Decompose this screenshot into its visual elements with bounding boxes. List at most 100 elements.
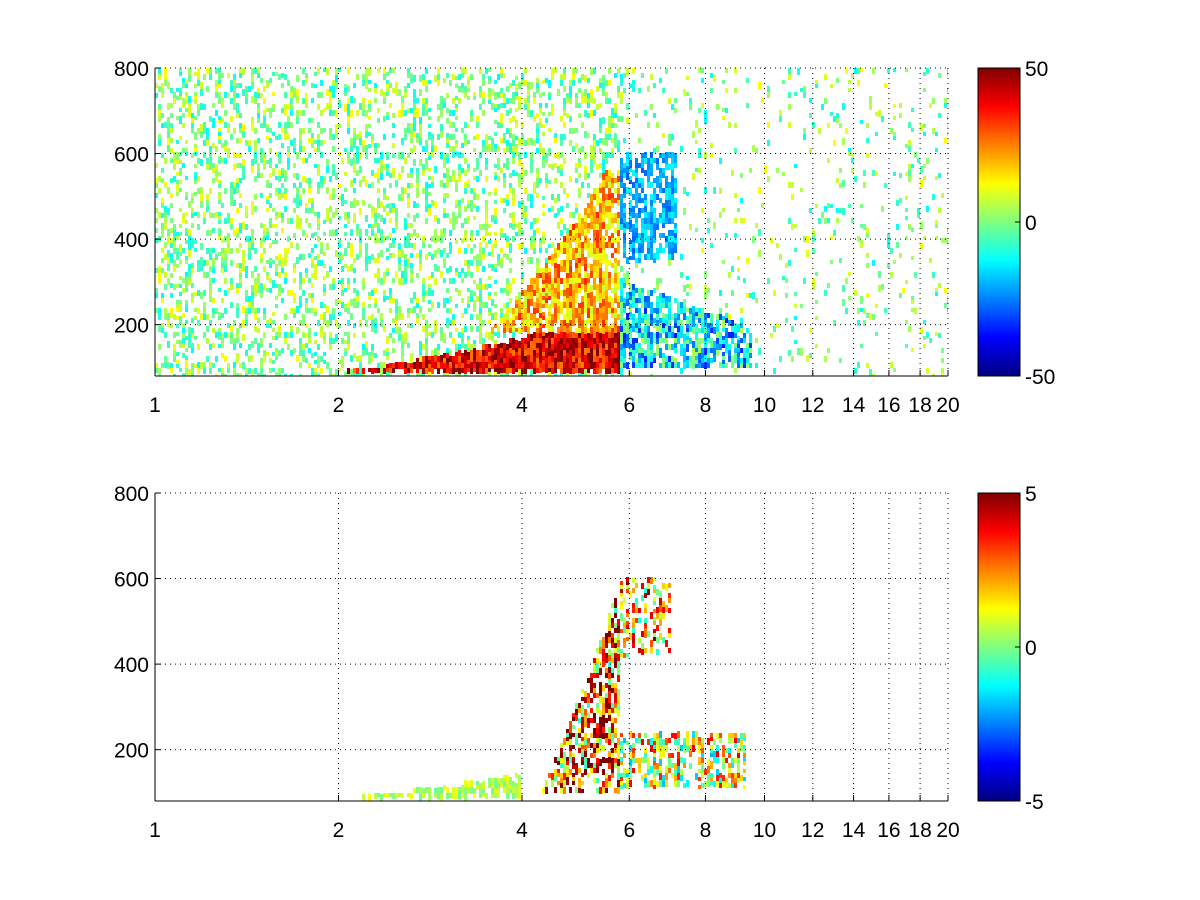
heatmap-cell [377, 253, 380, 258]
heatmap-cell [182, 98, 185, 103]
heatmap-cell [536, 303, 539, 308]
heatmap-cell [455, 268, 458, 272]
heatmap-cell [515, 108, 518, 112]
heatmap-cell [596, 350, 599, 356]
heatmap-cell [806, 236, 809, 243]
heatmap-cell [188, 271, 191, 278]
heatmap-cell [227, 218, 230, 223]
heatmap-cell [560, 218, 563, 224]
heatmap-cell [482, 344, 485, 350]
heatmap-cell [899, 113, 902, 118]
heatmap-cell [740, 318, 743, 323]
heatmap-cell [428, 360, 431, 364]
heatmap-cell [347, 338, 350, 344]
heatmap-cell [413, 96, 416, 103]
heatmap-cell [524, 350, 527, 356]
x-tick-label: 4 [516, 394, 528, 417]
heatmap-cell [557, 166, 560, 173]
heatmap-cell [326, 68, 329, 75]
heatmap-cell [518, 82, 521, 89]
heatmap-cell [674, 298, 677, 303]
heatmap-cell [764, 166, 767, 173]
heatmap-cell [518, 313, 521, 320]
heatmap-cell [635, 218, 638, 223]
heatmap-cell [686, 348, 689, 352]
heatmap-cell [695, 316, 698, 320]
heatmap-cell [548, 256, 551, 260]
heatmap-cell [488, 348, 491, 352]
heatmap-cell [551, 338, 554, 344]
heatmap-cell [443, 78, 446, 83]
heatmap-cell [383, 296, 386, 302]
heatmap-cell [260, 78, 263, 83]
heatmap-cell [467, 220, 470, 224]
heatmap-cell [275, 336, 278, 340]
heatmap-cell [500, 363, 503, 368]
heatmap-cell [185, 356, 188, 360]
heatmap-cell [617, 230, 620, 236]
heatmap-cell [275, 268, 278, 272]
heatmap-cell [440, 787, 443, 794]
heatmap-cell [368, 116, 371, 120]
heatmap-cell [332, 278, 335, 284]
heatmap-cell [590, 222, 593, 229]
heatmap-cell [782, 172, 785, 176]
heatmap-cell [698, 128, 701, 133]
heatmap-cell [473, 292, 476, 296]
heatmap-cell [548, 288, 551, 292]
heatmap-cell [605, 284, 608, 290]
heatmap-cell [740, 338, 743, 343]
heatmap-cell [566, 233, 569, 238]
heatmap-cell [803, 86, 806, 92]
heatmap-cell [389, 83, 392, 88]
heatmap-cell [515, 328, 518, 332]
heatmap-cell [518, 341, 521, 348]
heatmap-cell [629, 296, 632, 300]
heatmap-cell [656, 350, 659, 356]
heatmap-cell [227, 288, 230, 293]
heatmap-cell [653, 333, 656, 338]
heatmap-cell [155, 228, 158, 233]
heatmap-cell [341, 278, 344, 284]
heatmap-cell [494, 324, 497, 328]
heatmap-cell [425, 320, 428, 326]
heatmap-cell [392, 173, 395, 178]
heatmap-cell [218, 368, 221, 372]
heatmap-cell [608, 356, 611, 362]
heatmap-cell [164, 308, 167, 314]
heatmap-cell [458, 170, 461, 176]
heatmap-cell [179, 252, 182, 256]
heatmap-cell [647, 248, 650, 254]
heatmap-cell [296, 110, 299, 117]
heatmap-cell [419, 75, 422, 82]
heatmap-cell [530, 313, 533, 320]
heatmap-cell [332, 338, 335, 344]
heatmap-cell [365, 243, 368, 250]
heatmap-cell [467, 88, 470, 92]
heatmap-cell [707, 363, 710, 368]
heatmap-cell [431, 200, 434, 206]
heatmap-cell [425, 254, 428, 260]
heatmap-cell [662, 353, 665, 358]
heatmap-cell [593, 320, 596, 326]
heatmap-cell [860, 120, 863, 124]
heatmap-cell [611, 213, 614, 218]
heatmap-cell [563, 362, 566, 368]
heatmap-cell [572, 308, 575, 314]
heatmap-cell [389, 333, 392, 338]
heatmap-cell [584, 278, 587, 285]
heatmap-cell [665, 296, 668, 302]
heatmap-cell [326, 208, 329, 215]
heatmap-cell [875, 304, 878, 308]
heatmap-cell [266, 260, 269, 264]
heatmap-cell [305, 78, 308, 83]
heatmap-cell [581, 74, 584, 80]
heatmap-cell [401, 138, 404, 145]
heatmap-cell [347, 320, 350, 326]
heatmap-cell [632, 194, 635, 200]
heatmap-cell [296, 243, 299, 250]
heatmap-cell [620, 326, 623, 332]
heatmap-cell [293, 348, 296, 353]
heatmap-cell [386, 256, 389, 260]
heatmap-cell [680, 146, 683, 152]
